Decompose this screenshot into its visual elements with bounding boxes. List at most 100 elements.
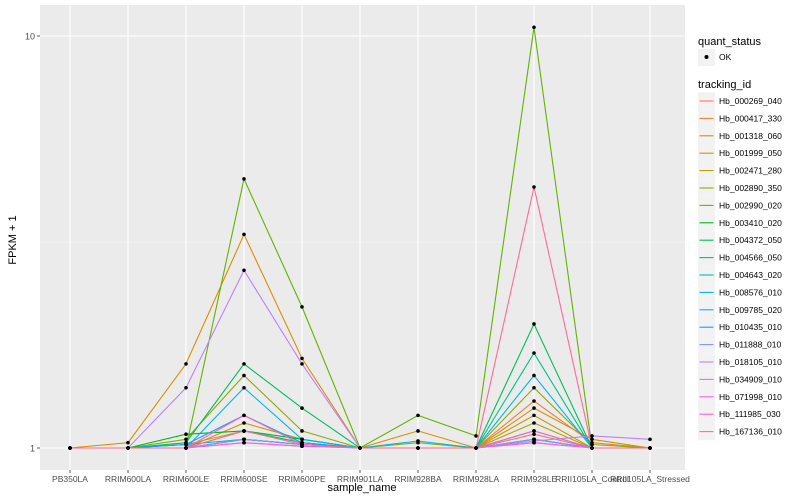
x-axis: PB350LA RRIM600LA RRIM600LE RRIM600SE RRIM60…	[52, 470, 690, 484]
x-tick-label: RRIM600SE	[220, 474, 268, 484]
data-point	[242, 268, 246, 273]
data-point	[184, 385, 188, 390]
legend-series-label: Hb_002890_350	[719, 183, 782, 193]
data-point	[532, 429, 536, 433]
data-point	[126, 440, 130, 445]
x-tick-label: RRIM928LE	[511, 474, 558, 484]
data-point	[184, 432, 188, 437]
data-point	[532, 406, 536, 410]
data-point	[300, 362, 304, 366]
legend-point-label: OK	[719, 52, 732, 62]
data-point	[590, 437, 594, 442]
data-point	[474, 434, 478, 438]
legend-series-label: Hb_071998_010	[719, 392, 782, 402]
x-tick-label: RRIM928BA	[394, 474, 442, 484]
data-point	[590, 442, 594, 447]
data-point	[416, 429, 420, 433]
legend-title-tracking-id: tracking_id	[698, 79, 751, 91]
x-tick-label: RRIM600PE	[278, 474, 326, 484]
legend-series-label: Hb_008576_010	[719, 287, 782, 297]
legend: quant_status OK tracking_id Hb_000269_04…	[698, 36, 782, 441]
legend-title-quant-status: quant_status	[698, 36, 761, 48]
series-points	[68, 25, 652, 450]
data-point	[590, 434, 594, 438]
legend-series-label: Hb_010435_010	[719, 322, 782, 332]
data-point	[532, 373, 536, 378]
grid-major	[40, 5, 685, 470]
data-point	[358, 446, 362, 450]
legend-series-label: Hb_167136_010	[719, 427, 782, 437]
legend-series-label: Hb_003410_020	[719, 218, 782, 228]
data-point	[532, 432, 536, 437]
data-point	[68, 446, 72, 450]
data-point	[532, 440, 536, 445]
data-point	[300, 442, 304, 447]
data-point	[242, 362, 246, 366]
data-point	[184, 442, 188, 447]
x-tick-label: PB350LA	[52, 474, 88, 484]
legend-lines: Hb_000269_040 Hb_000417_330 Hb_001318_060 H…	[698, 92, 782, 441]
data-point	[416, 446, 420, 450]
x-axis-title: sample_name	[327, 482, 396, 494]
data-point	[242, 440, 246, 445]
data-point	[300, 406, 304, 410]
data-point	[242, 177, 246, 181]
data-point	[242, 437, 246, 442]
legend-series-label: Hb_000269_040	[719, 96, 782, 106]
data-point	[532, 25, 536, 30]
data-point	[532, 322, 536, 326]
legend-series-label: Hb_004643_020	[719, 270, 782, 280]
data-point	[242, 413, 246, 418]
x-tick-label: RRII105LA_Stressed	[610, 474, 690, 484]
legend-series-label: Hb_009785_020	[719, 305, 782, 315]
data-point	[416, 413, 420, 418]
x-tick-label: RRIM600LA	[105, 474, 152, 484]
legend-point-key	[704, 55, 709, 59]
data-point	[242, 421, 246, 425]
data-point	[590, 446, 594, 450]
data-point	[184, 446, 188, 450]
legend-series-label: Hb_004566_050	[719, 253, 782, 263]
legend-series-label: Hb_111985_030	[719, 409, 781, 419]
x-tick-label: RRII105LA_Control	[555, 474, 629, 484]
data-point	[532, 399, 536, 403]
data-point	[532, 421, 536, 425]
legend-series-label: Hb_004372_050	[719, 235, 782, 245]
data-point	[242, 373, 246, 378]
x-tick-label: RRIM928LA	[453, 474, 500, 484]
y-axis-title: FPKM + 1	[7, 215, 19, 264]
legend-series-label: Hb_002471_280	[719, 166, 782, 176]
data-point	[242, 385, 246, 390]
data-point	[474, 446, 478, 450]
legend-series-label: Hb_001318_060	[719, 131, 782, 141]
data-point	[532, 413, 536, 418]
legend-series-label: Hb_018105_010	[719, 357, 782, 367]
data-point	[532, 385, 536, 390]
x-tick-label: RRIM901LA	[337, 474, 384, 484]
legend-series-label: Hb_001999_050	[719, 148, 782, 158]
data-point	[416, 439, 420, 443]
data-point	[300, 305, 304, 309]
x-tick-label: RRIM600LE	[163, 474, 210, 484]
data-point	[300, 437, 304, 442]
legend-series-label: Hb_011888_010	[719, 340, 782, 350]
data-point	[532, 351, 536, 355]
data-point	[184, 437, 188, 442]
data-point	[242, 429, 246, 433]
data-point	[648, 446, 652, 450]
legend-series-label: Hb_000417_330	[719, 113, 782, 123]
plot-panel	[40, 5, 685, 470]
legend-series-label: Hb_002990_020	[719, 200, 782, 210]
data-point	[300, 429, 304, 433]
legend-series-label: Hb_034909_010	[719, 374, 782, 384]
legend-points: OK	[698, 49, 732, 66]
y-axis: 1 10	[25, 32, 40, 454]
data-point	[184, 362, 188, 366]
y-tick-label: 10	[25, 32, 35, 42]
data-point	[242, 232, 246, 237]
data-point	[648, 437, 652, 442]
data-point	[532, 185, 536, 189]
data-point	[300, 356, 304, 361]
data-point	[126, 446, 130, 450]
